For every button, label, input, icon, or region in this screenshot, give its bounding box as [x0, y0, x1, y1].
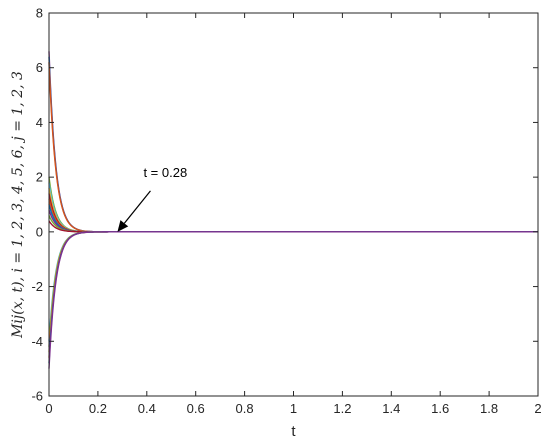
x-tick-label: 1: [290, 401, 297, 416]
x-tick-label: 0.6: [187, 401, 205, 416]
annotation-layer: t = 0.28: [117, 165, 187, 232]
y-tick-label: 4: [36, 115, 43, 130]
x-tick-label: 1.8: [480, 401, 498, 416]
x-tick-label: 0: [45, 401, 52, 416]
y-tick-label: -4: [31, 334, 43, 349]
annotation-arrow-head: [117, 220, 129, 232]
y-tick-label: -2: [31, 279, 43, 294]
x-axis-label: t: [291, 423, 296, 440]
y-axis-label: Mij(x, t), i = 1, 2, 3, 4, 5, 6, j = 1, …: [10, 71, 26, 339]
annotation-arrow-line: [123, 190, 151, 224]
annotation-label: t = 0.28: [143, 165, 187, 180]
x-tick-label: 2: [534, 401, 541, 416]
y-tick-label: 2: [36, 170, 43, 185]
series-layer: [48, 51, 538, 369]
y-tick-label: -6: [31, 389, 43, 404]
y-tick-label: 6: [36, 60, 43, 75]
x-tick-label: 1.4: [382, 401, 400, 416]
y-tick-label: 0: [36, 224, 43, 239]
ticks-layer: 0 0.2 0.4 0.6 0.8 1 1.2 1.4 1.6 1.8 2 -6 -4 -2 0 2 4 6 8: [31, 6, 541, 417]
series-line-18: [48, 231, 538, 369]
x-tick-label: 0.8: [236, 401, 254, 416]
x-tick-label: 0.2: [89, 401, 107, 416]
x-tick-label: 0.4: [138, 401, 156, 416]
x-tick-label: 1.2: [333, 401, 351, 416]
y-tick-label: 8: [36, 6, 43, 21]
x-tick-label: 1.6: [431, 401, 449, 416]
